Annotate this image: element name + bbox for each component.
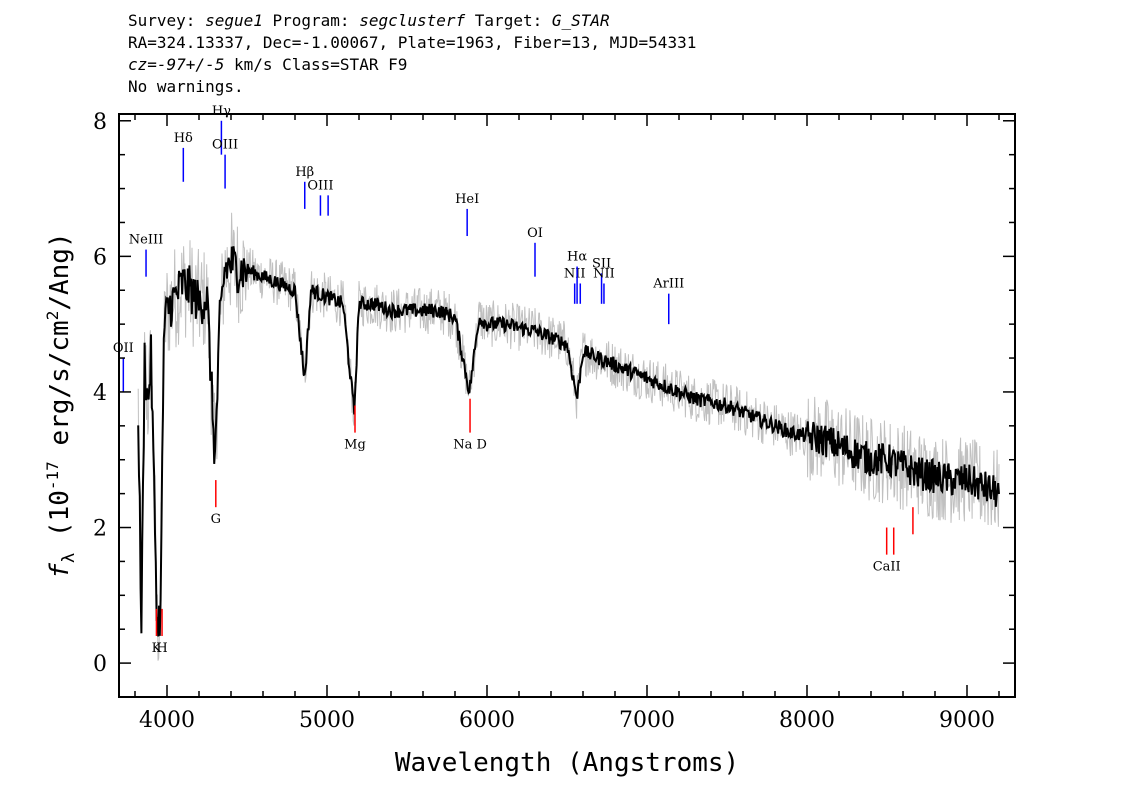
- line-label: ArIII: [652, 277, 684, 292]
- y-tick-label: 6: [93, 245, 107, 270]
- y-axis-exp: -17: [43, 461, 62, 490]
- y-axis-end: /Ang): [45, 232, 75, 310]
- line-label: Mg: [344, 438, 366, 453]
- header-line-3: cz=-97+/-5 km/s Class=STAR F9: [128, 54, 696, 76]
- class-text: km/s Class=STAR F9: [224, 55, 408, 74]
- y-tick-label: 4: [93, 381, 107, 406]
- x-tick-label: 7000: [619, 708, 675, 733]
- y-tick-label: 2: [93, 517, 107, 542]
- line-label: OIII: [307, 178, 333, 193]
- program-value: segclusterf: [359, 11, 466, 30]
- line-label: Na D: [453, 438, 487, 453]
- line-label: NII: [593, 266, 615, 281]
- x-tick-label: 9000: [939, 708, 995, 733]
- line-label: OII: [113, 341, 134, 356]
- target-value: G_STAR: [551, 11, 610, 30]
- line-label: SII: [592, 256, 611, 271]
- line-label: G: [211, 512, 221, 527]
- redshift-value: cz=-97+/-5: [128, 55, 225, 74]
- y-axis-sub: λ: [59, 553, 79, 563]
- y-axis-title: fλ (10-17 erg/s/cm2/Ang): [43, 232, 79, 578]
- header-line-1: Survey: segue1 Program: segclusterf Targ…: [128, 10, 696, 32]
- survey-label: Survey:: [128, 11, 206, 30]
- x-tick-label: 4000: [139, 708, 195, 733]
- line-label: K: [152, 641, 162, 656]
- x-axis-title: Wavelength (Angstroms): [395, 748, 739, 778]
- line-label: Hα: [567, 250, 587, 265]
- target-label: Target:: [465, 11, 552, 30]
- header-line-2: RA=324.13337, Dec=-1.00067, Plate=1963, …: [128, 33, 697, 52]
- plot-axes: 4000 5000 6000 7000 8000 9000 0 2 4 6 8: [93, 110, 1016, 733]
- y-axis-mid: (10: [45, 490, 75, 553]
- y-tick-label: 0: [93, 652, 107, 677]
- program-label: Program:: [262, 11, 360, 30]
- line-label: Hβ: [295, 165, 314, 180]
- header-line-4: No warnings.: [128, 77, 244, 96]
- line-label: Hγ: [212, 104, 231, 119]
- x-tick-label: 5000: [299, 708, 355, 733]
- line-label: HeI: [455, 192, 479, 207]
- line-label: OI: [527, 226, 543, 241]
- y-tick-label: 8: [93, 110, 107, 135]
- line-label: NeIII: [129, 233, 163, 248]
- x-tick-label: 6000: [459, 708, 515, 733]
- line-label: CaII: [873, 560, 901, 575]
- line-label: H: [156, 641, 167, 656]
- spectrum-header: Survey: segue1 Program: segclusterf Targ…: [128, 10, 696, 98]
- y-axis-f: f: [45, 563, 75, 579]
- y-axis-mid2: erg/s/cm: [45, 320, 75, 461]
- spectrum-line: [137, 246, 1000, 637]
- survey-value: segue1: [205, 11, 263, 30]
- x-tick-label: 8000: [779, 708, 835, 733]
- plot-frame: [118, 113, 1016, 698]
- y-axis-exp2: 2: [43, 311, 62, 321]
- line-label: NII: [564, 266, 586, 281]
- line-label: Hδ: [174, 131, 193, 146]
- line-label: OIII: [212, 138, 238, 153]
- spectrum-series: [137, 246, 1000, 637]
